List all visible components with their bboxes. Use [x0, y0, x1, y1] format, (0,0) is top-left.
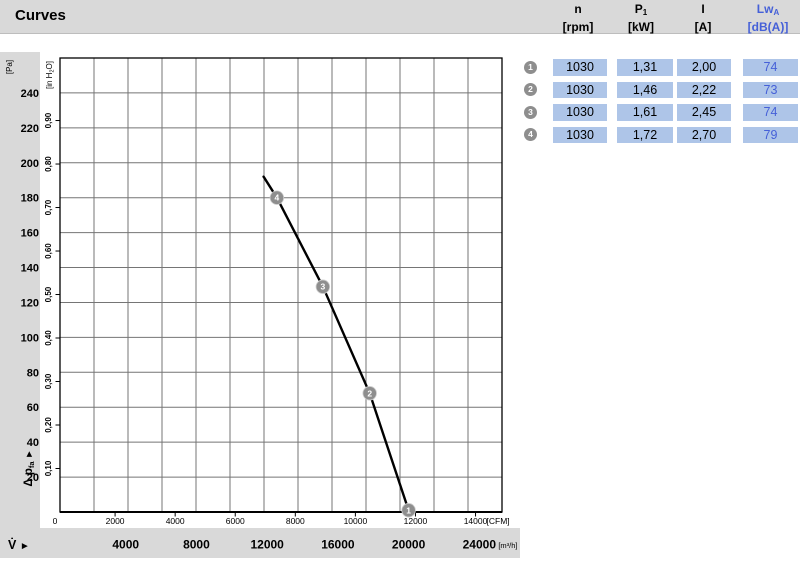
- cell-i: 2,45: [677, 104, 731, 121]
- row-marker-2: 2: [524, 83, 537, 96]
- inh2o-tick-label: 0,30: [44, 373, 53, 389]
- operating-point-label-1: 1: [406, 505, 411, 515]
- cfm-tick-label: 12000: [404, 516, 428, 526]
- pa-tick-label: 240: [21, 88, 39, 100]
- inh2o-tick-label: 0,70: [44, 199, 53, 215]
- operating-point-marker-1: [401, 503, 416, 518]
- pa-tick-label: 200: [21, 158, 39, 170]
- cell-i: 2,00: [677, 59, 731, 76]
- row-marker-2-label: 2: [528, 84, 533, 94]
- cfm-tick-label: 8000: [286, 516, 305, 526]
- cfm-tick-label: 2000: [106, 516, 125, 526]
- inh2o-unit-label: [in H2O]: [45, 61, 56, 89]
- page-title: Curves: [15, 7, 66, 24]
- header-band: Curves n [rpm] P1 [kW] I [A] LwA [dB(A)]: [0, 0, 800, 34]
- cell-lwa: 74: [743, 104, 798, 121]
- pa-tick-label: 220: [21, 123, 39, 135]
- pa-tick-label: 160: [21, 228, 39, 240]
- table-row: 1 1030 1,31 2,00 74: [0, 59, 800, 76]
- cfm-tick-label: 6000: [226, 516, 245, 526]
- m3h-tick-label: 24000: [463, 538, 497, 552]
- row-marker-3: 3: [524, 105, 537, 119]
- cell-i: 2,70: [677, 126, 731, 143]
- cfm-tick-label: 14000: [464, 516, 488, 526]
- table-header-i-symbol: I: [701, 2, 705, 16]
- inh2o-tick-label: 0,20: [44, 417, 53, 433]
- row-marker-4: 4: [524, 128, 537, 141]
- pa-unit-label: [Pa]: [5, 60, 14, 74]
- table-header-n: n [rpm]: [543, 2, 613, 34]
- inh2o-tick-label: 0,40: [44, 330, 53, 346]
- operating-point-label-2: 2: [367, 388, 372, 398]
- table-header-n-symbol: n: [574, 2, 582, 16]
- row-marker-1-label: 1: [528, 61, 533, 72]
- cfm-tick-label: 10000: [344, 516, 368, 526]
- up-arrow-icon: ►: [24, 449, 35, 461]
- table-header-n-unit: [rpm]: [562, 20, 594, 34]
- row-marker-1: 1: [524, 60, 537, 74]
- cell-lwa: 73: [743, 81, 798, 98]
- operating-point-marker-3: [315, 279, 331, 294]
- row-marker-4-label: 4: [528, 129, 533, 139]
- inh2o-tick-label: 0,60: [44, 243, 53, 259]
- cell-lwa: 74: [743, 59, 798, 76]
- pa-tick-label: 20: [27, 472, 39, 484]
- cfm-unit-label: [CFM]: [487, 516, 510, 526]
- table-header-p1-unit: [kW]: [628, 20, 654, 34]
- pa-tick-label: 60: [27, 402, 39, 414]
- x-axis-title: V̇ ►: [8, 537, 30, 552]
- table-row: 2 1030 1,46 2,22 73: [0, 81, 800, 99]
- operating-point-label-4: 4: [275, 193, 280, 203]
- m3h-tick-label: 12000: [250, 538, 284, 552]
- pa-tick-label: 180: [21, 193, 39, 205]
- m3h-tick-label: 20000: [392, 538, 426, 552]
- operating-point-label-3: 3: [320, 282, 325, 292]
- x-axis-gray-strip: [0, 528, 520, 558]
- pa-tick-label: 80: [27, 367, 39, 379]
- m3h-tick-label: 16000: [321, 538, 355, 552]
- table-row: 4 1030 1,72 2,70 79: [0, 126, 800, 144]
- table-header-p1: P1 [kW]: [606, 2, 676, 34]
- cfm-tick-label: 0: [53, 516, 58, 526]
- table-header-i-unit: [A]: [694, 20, 712, 34]
- inh2o-tick-label: 0,10: [44, 460, 53, 476]
- inh2o-tick-label: 0,90: [44, 112, 53, 128]
- table-header-p1-symbol: P1: [634, 2, 648, 17]
- table-header-i: I [A]: [668, 2, 738, 34]
- m3h-unit-label: [m³/h]: [498, 541, 517, 550]
- table-row: 3 1030 1,61 2,45 74: [0, 104, 800, 121]
- m3h-tick-label: 4000: [112, 538, 139, 552]
- cell-p1: 1,46: [617, 81, 673, 98]
- pa-tick-label: 40: [27, 437, 39, 449]
- operating-point-marker-4: [269, 190, 285, 205]
- table-header-lwa-unit: [dB(A)]: [747, 20, 789, 34]
- pa-tick-label: 140: [21, 263, 39, 275]
- cell-p1: 1,61: [617, 104, 673, 121]
- inh2o-tick-label: 0,50: [44, 286, 53, 302]
- pa-tick-label: 100: [21, 332, 39, 344]
- m3h-tick-label: 8000: [183, 538, 210, 552]
- right-arrow-icon: ►: [20, 541, 30, 552]
- y-axis-gray-strip: [0, 52, 40, 528]
- cell-p1: 1,31: [617, 59, 673, 76]
- row-marker-3-label: 3: [528, 106, 533, 117]
- table-header-lwa: LwA [dB(A)]: [733, 2, 800, 34]
- pressure-curve: [262, 175, 410, 512]
- pa-tick-label: 120: [21, 297, 39, 309]
- inh2o-tick-label: 0,80: [44, 156, 53, 172]
- cell-lwa: 79: [743, 126, 798, 143]
- cfm-tick-label: 4000: [166, 516, 185, 526]
- y-axis-title: Δ pfa ►: [23, 449, 36, 486]
- cell-n: 1030: [553, 59, 607, 76]
- cell-n: 1030: [553, 126, 607, 143]
- cell-p1: 1,72: [617, 126, 673, 143]
- cell-n: 1030: [553, 81, 607, 98]
- table-header-lwa-symbol: LwA: [756, 2, 780, 17]
- cell-i: 2,22: [677, 81, 731, 98]
- cell-n: 1030: [553, 104, 607, 121]
- operating-point-marker-2: [362, 386, 377, 401]
